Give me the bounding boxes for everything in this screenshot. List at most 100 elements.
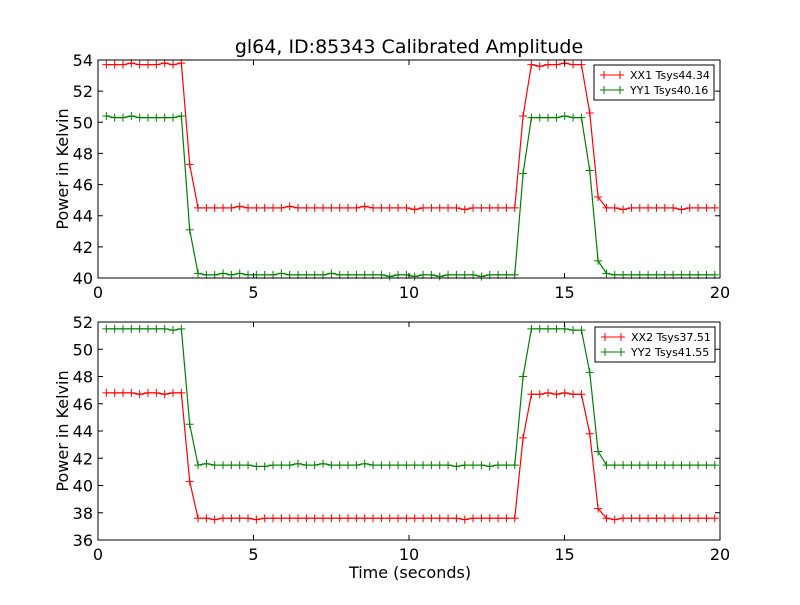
data-point-marker bbox=[402, 461, 411, 470]
data-point-marker bbox=[394, 203, 403, 212]
data-point-marker bbox=[544, 324, 553, 333]
data-point-marker bbox=[344, 461, 353, 470]
data-point-marker bbox=[552, 113, 561, 122]
data-point-marker bbox=[219, 461, 228, 470]
data-point-marker bbox=[119, 324, 128, 333]
data-point-marker bbox=[510, 461, 519, 470]
data-point-marker bbox=[319, 203, 328, 212]
data-point-marker bbox=[527, 390, 536, 399]
data-point-marker bbox=[177, 324, 186, 333]
data-point-marker bbox=[302, 514, 311, 523]
y-tick-label: 50 bbox=[73, 340, 93, 359]
data-point-marker bbox=[494, 461, 503, 470]
data-point-marker bbox=[310, 514, 319, 523]
data-point-marker bbox=[402, 203, 411, 212]
data-point-marker bbox=[577, 326, 586, 335]
data-point-marker bbox=[569, 326, 578, 335]
data-point-marker bbox=[319, 459, 328, 468]
data-point-marker bbox=[527, 324, 536, 333]
data-point-marker bbox=[244, 203, 253, 212]
data-point-marker bbox=[694, 203, 703, 212]
legend bbox=[593, 64, 715, 101]
y-tick-label: 44 bbox=[73, 207, 93, 226]
data-point-marker bbox=[102, 324, 111, 333]
data-point-marker bbox=[352, 514, 361, 523]
data-point-marker bbox=[194, 203, 203, 212]
data-point-marker bbox=[652, 514, 661, 523]
data-point-marker bbox=[260, 203, 269, 212]
data-point-marker bbox=[419, 514, 428, 523]
data-point-marker bbox=[244, 514, 253, 523]
data-point-marker bbox=[202, 514, 211, 523]
data-point-marker bbox=[144, 388, 153, 397]
data-point-marker bbox=[194, 461, 203, 470]
data-point-marker bbox=[685, 461, 694, 470]
data-point-marker bbox=[385, 461, 394, 470]
y-tick-label: 42 bbox=[73, 238, 93, 257]
legend-swatch bbox=[601, 333, 625, 341]
data-point-marker bbox=[544, 60, 553, 69]
data-point-marker bbox=[210, 461, 219, 470]
x-tick-label: 20 bbox=[710, 545, 730, 564]
data-point-marker bbox=[352, 461, 361, 470]
data-point-marker bbox=[452, 462, 461, 471]
y-tick-label: 46 bbox=[73, 395, 93, 414]
x-tick-label: 10 bbox=[399, 283, 419, 302]
data-point-marker bbox=[460, 461, 469, 470]
data-point-marker bbox=[294, 459, 303, 468]
data-point-marker bbox=[585, 429, 594, 438]
data-point-marker bbox=[702, 514, 711, 523]
y-tick-label: 36 bbox=[73, 531, 93, 550]
data-point-marker bbox=[544, 113, 553, 122]
data-point-marker bbox=[644, 203, 653, 212]
data-point-marker bbox=[485, 462, 494, 471]
data-point-marker bbox=[135, 113, 144, 122]
data-point-marker bbox=[335, 203, 344, 212]
y-tick-label: 52 bbox=[73, 82, 93, 101]
data-point-marker bbox=[577, 390, 586, 399]
data-point-marker bbox=[369, 514, 378, 523]
data-point-marker bbox=[410, 461, 419, 470]
data-point-marker bbox=[694, 461, 703, 470]
x-tick-label: 5 bbox=[248, 545, 258, 564]
data-point-marker bbox=[144, 60, 153, 69]
data-point-marker bbox=[294, 514, 303, 523]
data-point-marker bbox=[427, 461, 436, 470]
legend-label: YY2 Tsys41.55 bbox=[630, 346, 709, 359]
data-point-marker bbox=[194, 514, 203, 523]
y-tick-label: 40 bbox=[73, 477, 93, 496]
legend-swatch bbox=[600, 86, 624, 94]
data-point-marker bbox=[485, 514, 494, 523]
data-point-marker bbox=[210, 203, 219, 212]
data-point-marker bbox=[369, 203, 378, 212]
data-point-marker bbox=[552, 324, 561, 333]
data-point-marker bbox=[502, 461, 511, 470]
data-point-marker bbox=[385, 272, 394, 281]
x-tick-label: 0 bbox=[93, 545, 103, 564]
data-point-marker bbox=[627, 203, 636, 212]
data-point-marker bbox=[635, 203, 644, 212]
data-point-marker bbox=[169, 60, 178, 69]
data-point-marker bbox=[177, 112, 186, 121]
data-point-marker bbox=[144, 113, 153, 122]
data-point-marker bbox=[710, 203, 719, 212]
data-point-marker bbox=[452, 203, 461, 212]
legend-swatch bbox=[601, 348, 625, 356]
data-point-marker bbox=[644, 514, 653, 523]
data-point-marker bbox=[435, 203, 444, 212]
data-point-marker bbox=[260, 462, 269, 471]
data-point-marker bbox=[619, 205, 628, 214]
data-point-marker bbox=[310, 203, 319, 212]
data-point-marker bbox=[677, 514, 686, 523]
chart-title: gl64, ID:85343 Calibrated Amplitude bbox=[235, 36, 583, 58]
x-tick-label: 15 bbox=[554, 283, 574, 302]
x-tick-label: 15 bbox=[554, 545, 574, 564]
data-point-marker bbox=[185, 420, 194, 429]
data-point-marker bbox=[294, 203, 303, 212]
data-point-marker bbox=[427, 203, 436, 212]
data-point-marker bbox=[277, 203, 286, 212]
subplot-1: 0 5 10 15 20 40 42 44 46 48 50 52 54 Power in Kelvin X… bbox=[53, 51, 730, 302]
data-point-marker bbox=[444, 514, 453, 523]
y-tick-label: 48 bbox=[73, 368, 93, 387]
